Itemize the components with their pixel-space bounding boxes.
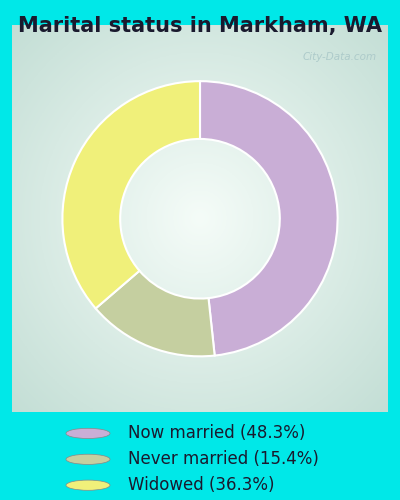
Wedge shape (62, 81, 200, 308)
Circle shape (66, 480, 110, 490)
Text: Now married (48.3%): Now married (48.3%) (128, 424, 305, 442)
Circle shape (66, 428, 110, 438)
Text: Widowed (36.3%): Widowed (36.3%) (128, 476, 274, 494)
Wedge shape (200, 81, 338, 355)
Wedge shape (96, 271, 215, 356)
Text: Marital status in Markham, WA: Marital status in Markham, WA (18, 16, 382, 36)
Text: Never married (15.4%): Never married (15.4%) (128, 450, 319, 468)
Text: City-Data.com: City-Data.com (302, 52, 377, 62)
Circle shape (66, 454, 110, 464)
